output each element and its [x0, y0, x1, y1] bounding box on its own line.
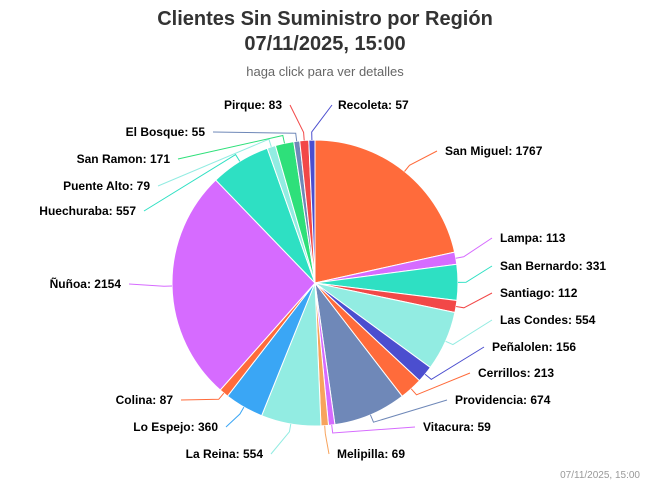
- data-label-santiago[interactable]: Santiago: 112: [500, 286, 578, 300]
- data-label-melipilla[interactable]: Melipilla: 69: [337, 447, 405, 461]
- timestamp-footer: 07/11/2025, 15:00: [560, 470, 640, 481]
- connector-san-ramon: [177, 134, 285, 160]
- connector-pirque: [289, 104, 305, 141]
- connector-cerrillos: [410, 372, 471, 396]
- connector-el-bosque: [212, 131, 298, 142]
- pie-slice-nunoa[interactable]: [171, 179, 316, 391]
- data-label-el-bosque[interactable]: El Bosque: 55: [126, 125, 206, 139]
- pie-slice-recoleta[interactable]: [308, 139, 316, 284]
- connector-melipilla: [324, 425, 330, 455]
- data-label-cerrillos[interactable]: Cerrillos: 213: [478, 366, 554, 380]
- connector-lampa: [455, 237, 493, 259]
- data-label-vitacura[interactable]: Vitacura: 59: [423, 420, 491, 434]
- chart-subtitle: haga click para ver detalles: [246, 64, 404, 79]
- connector-providencia: [369, 399, 448, 423]
- data-label-puente-alto[interactable]: Puente Alto: 79: [63, 179, 150, 193]
- connector-nunoa: [128, 283, 173, 287]
- connector-vitacura: [331, 424, 416, 434]
- connector-san-miguel: [404, 150, 438, 172]
- data-label-colina[interactable]: Colina: 87: [116, 393, 174, 407]
- connector-las-condes: [445, 319, 493, 346]
- data-label-las-condes[interactable]: Las Condes: 554: [500, 313, 596, 327]
- data-label-san-ramon[interactable]: San Ramon: 171: [77, 152, 171, 166]
- connector-san-bernardo: [457, 265, 493, 283]
- chart-title-line-2: 07/11/2025, 15:00: [244, 33, 406, 55]
- connector-colina: [180, 392, 225, 401]
- connector-la-reina: [270, 423, 292, 455]
- data-label-san-miguel[interactable]: San Miguel: 1767: [445, 144, 543, 158]
- connector-puente-alto: [157, 138, 272, 187]
- data-label-providencia[interactable]: Providencia: 674: [455, 393, 551, 407]
- data-label-penalolen[interactable]: Peñalolen: 156: [492, 340, 576, 354]
- data-label-nunoa[interactable]: Ñuñoa: 2154: [50, 276, 122, 291]
- connector-recoleta: [311, 104, 333, 141]
- connector-penalolen: [424, 346, 485, 381]
- data-label-lo-espejo[interactable]: Lo Espejo: 360: [133, 420, 218, 434]
- data-label-la-reina[interactable]: La Reina: 554: [186, 447, 264, 461]
- connector-santiago: [456, 292, 493, 309]
- data-label-pirque[interactable]: Pirque: 83: [224, 98, 282, 112]
- connector-huechuraba: [143, 153, 241, 212]
- data-label-huechuraba[interactable]: Huechuraba: 557: [39, 204, 136, 218]
- data-label-lampa[interactable]: Lampa: 113: [500, 231, 566, 245]
- connector-lo-espejo: [225, 406, 245, 428]
- chart-title-line-1: Clientes Sin Suministro por Región: [157, 8, 493, 30]
- data-label-san-bernardo[interactable]: San Bernardo: 331: [500, 259, 606, 273]
- data-label-recoleta[interactable]: Recoleta: 57: [338, 98, 409, 112]
